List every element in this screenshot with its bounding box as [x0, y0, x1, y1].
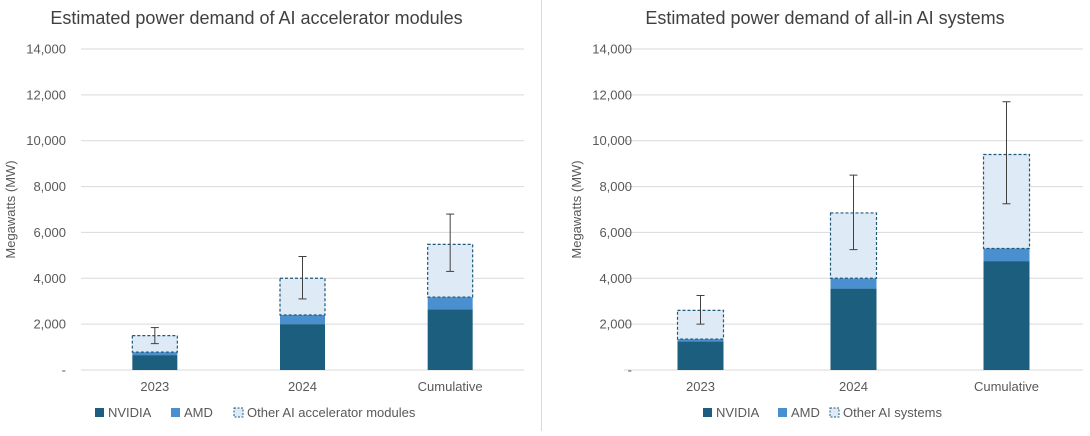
y-tick-label: 12,000	[592, 87, 632, 102]
chart-panel-power-ai-systems: Estimated power demand of all-in AI syst…	[542, 0, 1090, 431]
bar-amd-2023	[677, 339, 724, 342]
y-tick-label: -	[62, 363, 66, 378]
chart-svg-accelerator-modules: - 2,000 4,000 6,000 8,000 10,000 12,000 14,000 M…	[3, 42, 524, 420]
bar-amd-cumulative	[427, 297, 473, 310]
y-tick-label: -	[628, 363, 632, 378]
chart-title: Estimated power demand of AI accelerator…	[50, 8, 463, 28]
legend-swatch-amd	[778, 408, 787, 417]
legend-swatch-other	[829, 407, 840, 418]
legend-swatch-nvidia	[703, 408, 712, 417]
y-tick-label: 6,000	[33, 225, 66, 240]
y-tick-label: 14,000	[26, 42, 66, 57]
chart-panel-power-accelerator-modules: Estimated power demand of AI accelerator…	[0, 0, 541, 431]
x-tick-label: Cumulative	[974, 379, 1039, 394]
legend-label-nvidia: NVIDIA	[716, 405, 760, 420]
y-tick-label: 8,000	[33, 179, 66, 194]
y-tick-label: 8,000	[599, 179, 632, 194]
legend-label-nvidia: NVIDIA	[108, 405, 152, 420]
legend-swatch-nvidia	[95, 408, 104, 417]
y-tick-label: 4,000	[33, 271, 66, 286]
y-tick-label: 2,000	[599, 317, 632, 332]
x-tick-label: 2023	[686, 379, 715, 394]
legend-label-amd: AMD	[184, 405, 213, 420]
bar-amd-2024	[280, 314, 325, 325]
y-tick-label: 12,000	[26, 87, 66, 102]
legend-swatch-amd	[171, 408, 180, 417]
bar-amd-2023	[132, 352, 178, 356]
bar-nvidia-2023	[677, 341, 724, 370]
x-tick-label: Cumulative	[418, 379, 483, 394]
y-axis-label: Megawatts (MW)	[3, 160, 18, 258]
bar-amd-cumulative	[983, 248, 1030, 262]
y-axis-label: Megawatts (MW)	[569, 160, 584, 258]
bar-nvidia-2023	[132, 355, 178, 370]
bar-nvidia-2024	[280, 324, 325, 370]
bar-nvidia-2024	[830, 288, 877, 370]
y-tick-label: 10,000	[26, 133, 66, 148]
panel-divider	[541, 0, 542, 431]
bar-nvidia-cumulative	[983, 261, 1030, 370]
bar-nvidia-cumulative	[427, 309, 473, 370]
legend-label-amd: AMD	[791, 405, 820, 420]
legend-swatch-other	[233, 407, 244, 418]
x-tick-label: 2024	[288, 379, 317, 394]
x-tick-label: 2023	[140, 379, 169, 394]
legend-label-other: Other AI systems	[843, 405, 942, 420]
x-tick-label: 2024	[839, 379, 868, 394]
chart-svg-ai-systems: - 2,000 4,000 6,000 8,000 10,000 12,000 14,000 M…	[569, 42, 1083, 420]
y-tick-label: 10,000	[592, 133, 632, 148]
y-tick-label: 6,000	[599, 225, 632, 240]
chart-title: Estimated power demand of all-in AI syst…	[645, 8, 1005, 28]
y-tick-label: 2,000	[33, 317, 66, 332]
bar-amd-2024	[830, 278, 877, 289]
legend-label-other: Other AI accelerator modules	[247, 405, 416, 420]
y-tick-label: 4,000	[599, 271, 632, 286]
y-tick-label: 14,000	[592, 42, 632, 57]
